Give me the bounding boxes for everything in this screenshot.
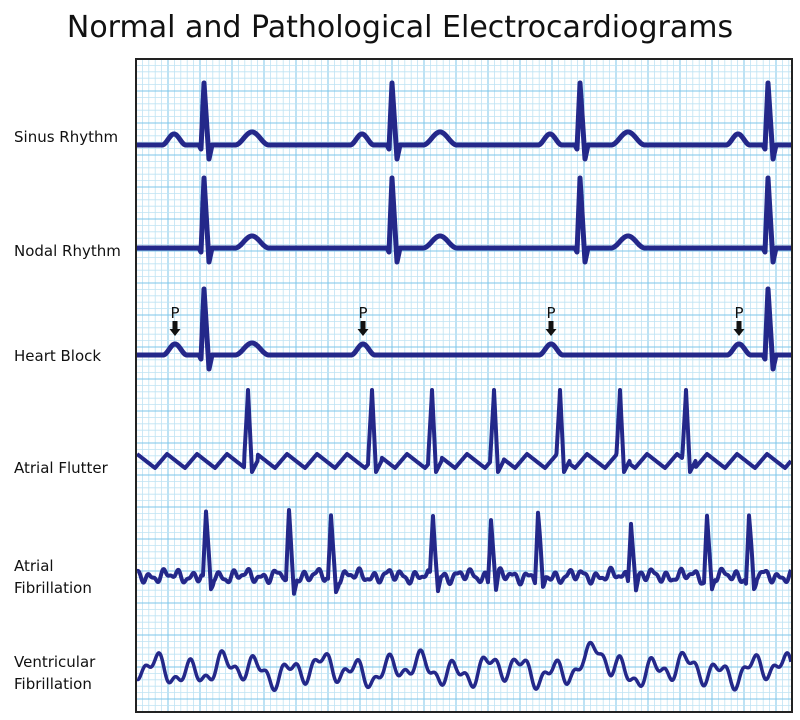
p-wave-label: P bbox=[358, 304, 367, 322]
trace-heart-block bbox=[135, 286, 793, 372]
trace-atrial-flutter bbox=[135, 388, 793, 474]
label-atrial-flutter: Atrial Flutter bbox=[14, 459, 108, 477]
label-atrial-fibrillation: Atrial Fibrillation bbox=[14, 557, 92, 597]
ecg-traces bbox=[135, 80, 793, 693]
chart-frame bbox=[135, 58, 793, 713]
page-title: Normal and Pathological Electrocardiogra… bbox=[66, 10, 734, 45]
p-wave-label: P bbox=[734, 304, 743, 322]
arrow-down-icon bbox=[545, 321, 557, 336]
trace-nodal-rhythm bbox=[135, 175, 793, 265]
arrow-down-icon bbox=[733, 321, 745, 336]
trace-atrial-fibrillation bbox=[135, 508, 793, 596]
label-heart-block: Heart Block bbox=[14, 347, 102, 365]
arrow-down-icon bbox=[357, 321, 369, 336]
arrow-down-icon bbox=[169, 321, 181, 336]
p-wave-label: P bbox=[170, 304, 179, 322]
label-ventricular-fibrillation: Ventricular Fibrillation bbox=[14, 653, 96, 693]
p-wave-label: P bbox=[546, 304, 555, 322]
label-nodal-rhythm: Nodal Rhythm bbox=[14, 242, 121, 260]
grid-paper bbox=[135, 58, 792, 713]
label-sinus-rhythm: Sinus Rhythm bbox=[14, 128, 119, 146]
trace-ventricular-fibrillation bbox=[135, 640, 793, 693]
trace-sinus-rhythm bbox=[135, 80, 793, 162]
